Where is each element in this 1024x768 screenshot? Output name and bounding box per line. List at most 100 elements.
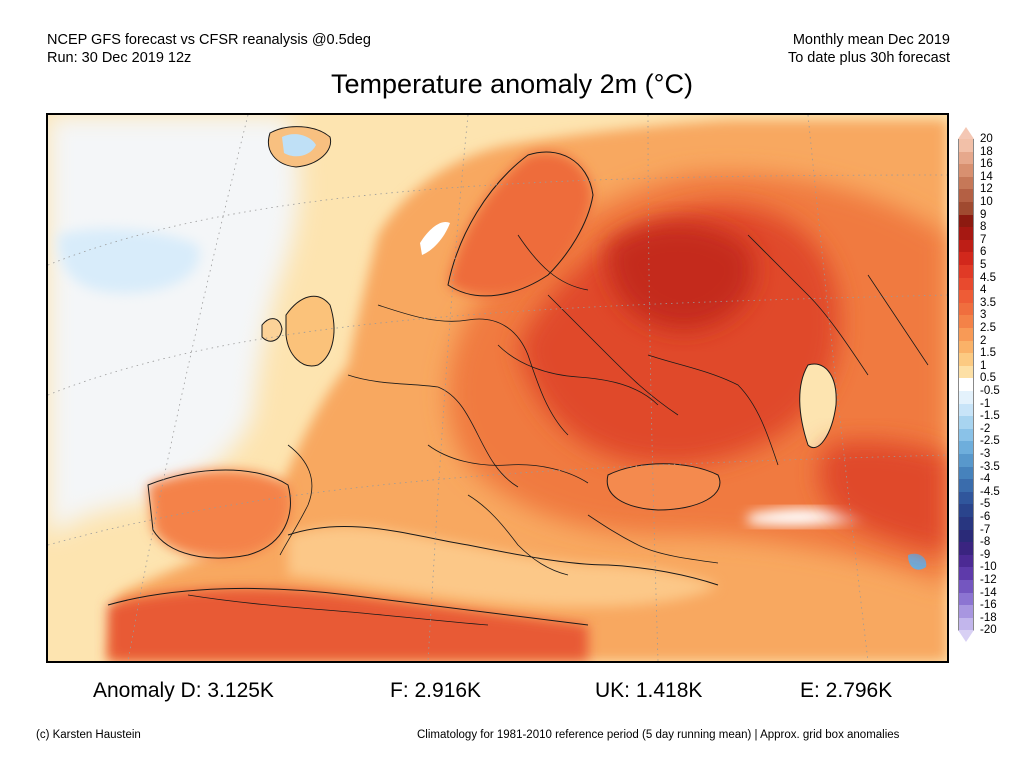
colorbar-swatch bbox=[958, 416, 974, 430]
colorbar-tick-label: -10 bbox=[980, 561, 997, 574]
iberia bbox=[148, 470, 291, 558]
colorbar-swatch bbox=[958, 365, 974, 379]
colorbar-swatch bbox=[958, 328, 974, 342]
iceland-cold-spot bbox=[282, 134, 316, 157]
period-description: Monthly mean Dec 2019 bbox=[792, 32, 950, 48]
colorbar-tick-label: -3 bbox=[980, 448, 991, 460]
colorbar-swatch bbox=[958, 139, 974, 153]
north-africa bbox=[108, 588, 588, 661]
hot-region bbox=[518, 205, 840, 466]
colorbar-swatch bbox=[958, 189, 974, 203]
colorbar-tick-label: 0.5 bbox=[980, 372, 996, 385]
colorbar-swatch bbox=[958, 466, 974, 480]
colorbar-swatch bbox=[958, 164, 974, 178]
colorbar-tick-label: -2 bbox=[980, 422, 991, 435]
colorbar-tick-label: -3.5 bbox=[980, 460, 1000, 473]
colorbar-tick-label: -6 bbox=[980, 511, 991, 523]
colorbar-swatch bbox=[958, 151, 974, 165]
colorbar-tick-label: -5 bbox=[980, 498, 991, 511]
colorbar-tick-label: 3.5 bbox=[980, 296, 996, 309]
colorbar-swatch bbox=[958, 302, 974, 316]
anomaly-d-stat: Anomaly D: 3.125K bbox=[93, 679, 274, 702]
atlantic-cool-patch bbox=[58, 229, 200, 294]
colorbar-tick-label: 10 bbox=[980, 196, 993, 208]
great-britain bbox=[286, 296, 334, 366]
colorbar-tick-label: 8 bbox=[980, 221, 987, 234]
header-right: Monthly mean Dec 2019 To date plus 30h f… bbox=[788, 31, 950, 67]
colorbar-tick-label: -16 bbox=[980, 599, 997, 612]
anomaly-e-stat: E: 2.796K bbox=[800, 679, 893, 702]
colorbar-tick-label: -9 bbox=[980, 548, 991, 561]
colorbar-swatch bbox=[958, 580, 974, 594]
colorbar-tick-label: 6 bbox=[980, 246, 987, 259]
colorbar-tick-label: -7 bbox=[980, 523, 991, 536]
colorbar-swatch bbox=[958, 239, 974, 253]
colorbar-swatch bbox=[958, 592, 974, 606]
mediterranean-sea bbox=[288, 526, 718, 607]
colorbar-swatch bbox=[958, 428, 974, 442]
forecast-note: To date plus 30h forecast bbox=[787, 50, 950, 66]
model-description: NCEP GFS forecast vs CFSR reanalysis @0.… bbox=[47, 32, 371, 48]
colorbar-tick-label: -18 bbox=[980, 611, 997, 624]
colorbar-tick-label: -12 bbox=[980, 574, 997, 586]
colorbar-tick-label: 14 bbox=[980, 170, 993, 183]
colorbar-swatch bbox=[958, 403, 974, 417]
middle-east-hot bbox=[819, 440, 947, 555]
colorbar-min-arrow bbox=[958, 630, 974, 643]
atlantic-cool-region bbox=[48, 115, 299, 535]
anomaly-map bbox=[46, 113, 949, 663]
colorbar-swatch bbox=[958, 605, 974, 619]
colorbar-tick-label: -0.5 bbox=[980, 385, 1000, 397]
norway-cool-spot bbox=[420, 221, 450, 255]
colorbar-tick-label: -4.5 bbox=[980, 485, 1000, 498]
colorbar-swatch bbox=[958, 542, 974, 556]
colorbar-tick-label: -1.5 bbox=[980, 410, 1000, 423]
colorbar-tick-label: 1.5 bbox=[980, 347, 996, 360]
climatology-note: Climatology for 1981-2010 reference peri… bbox=[417, 729, 900, 741]
coastlines bbox=[107, 126, 837, 626]
country-borders bbox=[187, 234, 929, 626]
colorbar-swatch bbox=[958, 315, 974, 329]
colorbar-tick-label: -20 bbox=[980, 624, 997, 637]
colorbar-tick-label: -2.5 bbox=[980, 435, 1000, 448]
iran-cold-spot bbox=[908, 553, 927, 570]
colorbar-tick-label: -8 bbox=[980, 536, 991, 549]
colorbar-swatch bbox=[958, 252, 974, 266]
colorbar-swatch bbox=[958, 391, 974, 405]
copyright-credit: (c) Karsten Haustein bbox=[36, 729, 141, 741]
colorbar-swatch bbox=[958, 517, 974, 531]
colorbar-tick-label: 4.5 bbox=[980, 271, 996, 284]
colorbar-max-arrow bbox=[958, 127, 974, 139]
colorbar-tick-label: -1 bbox=[980, 397, 991, 410]
colorbar-tick-label: 18 bbox=[980, 145, 993, 158]
scandinavia bbox=[448, 151, 593, 296]
colorbar-swatch bbox=[958, 617, 974, 631]
colorbar-swatch bbox=[958, 340, 974, 354]
colorbar-tick-label: 4 bbox=[980, 284, 987, 297]
colorbar-swatch bbox=[958, 479, 974, 493]
colorbar-tick-label: 12 bbox=[980, 183, 993, 196]
colorbar-swatch bbox=[958, 265, 974, 279]
colorbar-tick-label: 1 bbox=[980, 359, 987, 372]
colorbar-tick-label: 3 bbox=[980, 309, 987, 322]
colorbar-swatch bbox=[958, 277, 974, 291]
colorbar-tick-label: 2 bbox=[980, 334, 987, 347]
caspian-sea bbox=[799, 363, 837, 448]
colorbar-swatch bbox=[958, 378, 974, 392]
hottest-region bbox=[607, 222, 755, 330]
colorbar-swatch bbox=[958, 504, 974, 518]
colorbar-swatch bbox=[958, 290, 974, 304]
colorbar-tick-label: 7 bbox=[980, 233, 987, 246]
black-sea bbox=[607, 463, 720, 510]
map-canvas bbox=[48, 115, 947, 661]
colorbar-swatch bbox=[958, 529, 974, 543]
run-time: Run: 30 Dec 2019 12z bbox=[47, 50, 192, 66]
anomaly-uk-stat: UK: 1.418K bbox=[595, 679, 703, 702]
ireland bbox=[262, 318, 282, 342]
colorbar-swatch bbox=[958, 491, 974, 505]
colorbar-tick-label: 16 bbox=[980, 158, 993, 171]
colorbar-tick-label: -4 bbox=[980, 473, 991, 486]
colorbar-tick-label: 2.5 bbox=[980, 322, 996, 334]
header-left: NCEP GFS forecast vs CFSR reanalysis @0.… bbox=[47, 31, 371, 67]
colorbar-tick-label: 20 bbox=[980, 133, 993, 145]
